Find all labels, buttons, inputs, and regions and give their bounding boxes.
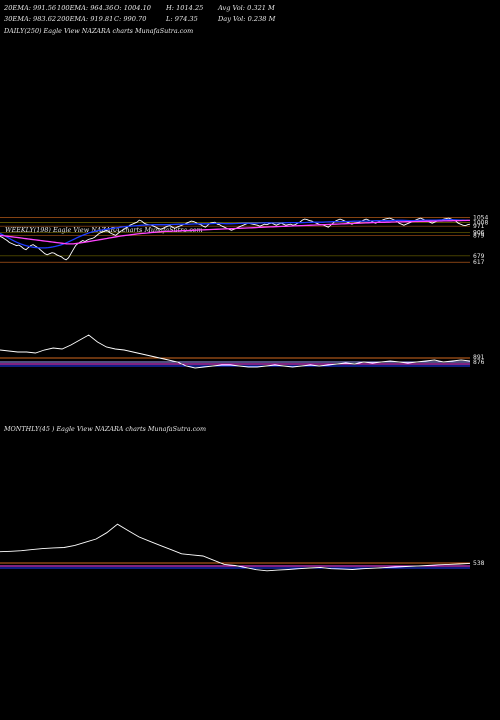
close-label: C: 990.70 <box>114 15 147 23</box>
weekly-y-tick: 679 <box>473 253 485 260</box>
weekly-y-tick: 617 <box>473 259 485 266</box>
weekly-series-line <box>0 219 471 249</box>
weekly-series-line <box>0 219 470 245</box>
weekly-y-tick: 906 <box>473 230 485 237</box>
low-label: L: 974.35 <box>166 15 198 23</box>
avg-vol-label: Avg Vol: 0.321 M <box>218 4 275 12</box>
daily-y-tick: 891 <box>473 354 485 361</box>
monthly-panel-label: MONTHLY(45 ) Eagle View NAZARA charts Mu… <box>4 425 207 433</box>
ema20-label: 20EMA: 991.56 <box>4 4 57 12</box>
open-label: O: 1004.10 <box>114 4 151 12</box>
ema30-label: 30EMA: 983.62 <box>4 15 57 23</box>
ema200-label: 200EMA: 919.81 <box>57 15 114 23</box>
daily-panel-label: DAILY(250) Eagle View NAZARA charts Muna… <box>4 27 194 35</box>
weekly-series-line <box>0 217 471 261</box>
stats-row-2: 30EMA: 983.62200EMA: 919.81C: 990.70 L: 9… <box>4 15 275 23</box>
daily-price-line <box>0 334 471 369</box>
daily-y-tick: 876 <box>473 359 485 366</box>
weekly-y-tick: 1054 <box>473 215 488 222</box>
monthly-price-line <box>0 523 471 572</box>
weekly-y-tick: 971 <box>473 223 485 230</box>
monthly-y-tick: 538 <box>473 560 485 567</box>
high-label: H: 1014.25 <box>166 4 204 12</box>
day-vol-label: Day Vol: 0.238 M <box>218 15 276 23</box>
stats-row-1: 20EMA: 991.56100EMA: 964.36O: 1004.10 H: … <box>4 4 275 12</box>
weekly-y-tick: 1008 <box>473 219 488 226</box>
weekly-y-tick: 879 <box>473 232 485 239</box>
ema100-label: 100EMA: 964.36 <box>57 4 114 12</box>
